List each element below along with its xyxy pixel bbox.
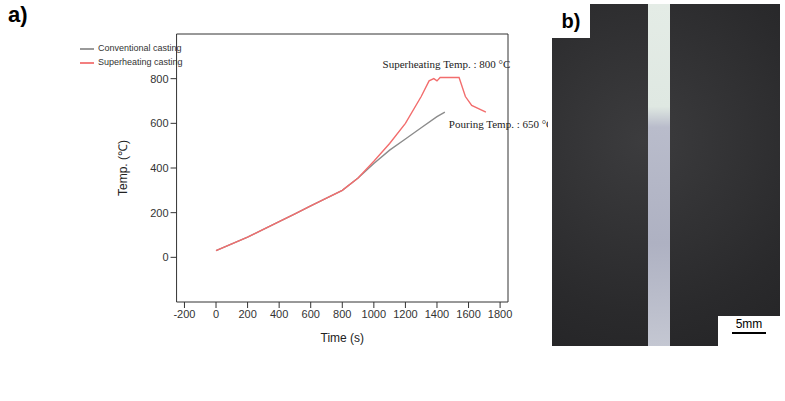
svg-text:200: 200 <box>150 207 168 219</box>
svg-text:-200: -200 <box>173 308 195 320</box>
svg-text:200: 200 <box>238 308 256 320</box>
svg-text:400: 400 <box>150 162 168 174</box>
svg-text:400: 400 <box>270 308 288 320</box>
html-text:a): a) <box>8 2 28 27</box>
svg-text:800: 800 <box>150 73 168 85</box>
svg-text:Superheating Temp. : 800 °C: Superheating Temp. : 800 °C <box>383 58 511 70</box>
svg-text:Pouring Temp. : 650 °C: Pouring Temp. : 650 °C <box>449 118 548 130</box>
html-text:b): b) <box>561 9 581 32</box>
svg-text:Time (s): Time (s) <box>321 331 365 345</box>
svg-text:1600: 1600 <box>456 308 480 320</box>
svg-text:600: 600 <box>150 117 168 129</box>
svg-text:1400: 1400 <box>425 308 449 320</box>
svg-text:800: 800 <box>333 308 351 320</box>
svg-text:1000: 1000 <box>362 308 386 320</box>
svg-text:600: 600 <box>302 308 320 320</box>
html-text:Conventional casting: Conventional casting <box>98 43 182 54</box>
svg-text:0: 0 <box>213 308 219 320</box>
svg-text:Temp. (℃): Temp. (℃) <box>116 140 130 196</box>
html-text:5mm: 5mm <box>735 317 763 331</box>
svg-text:1200: 1200 <box>393 308 417 320</box>
svg-text:0: 0 <box>162 251 168 263</box>
html-text:Superheating casting: Superheating casting <box>98 57 183 68</box>
svg-text:1800: 1800 <box>488 308 512 320</box>
